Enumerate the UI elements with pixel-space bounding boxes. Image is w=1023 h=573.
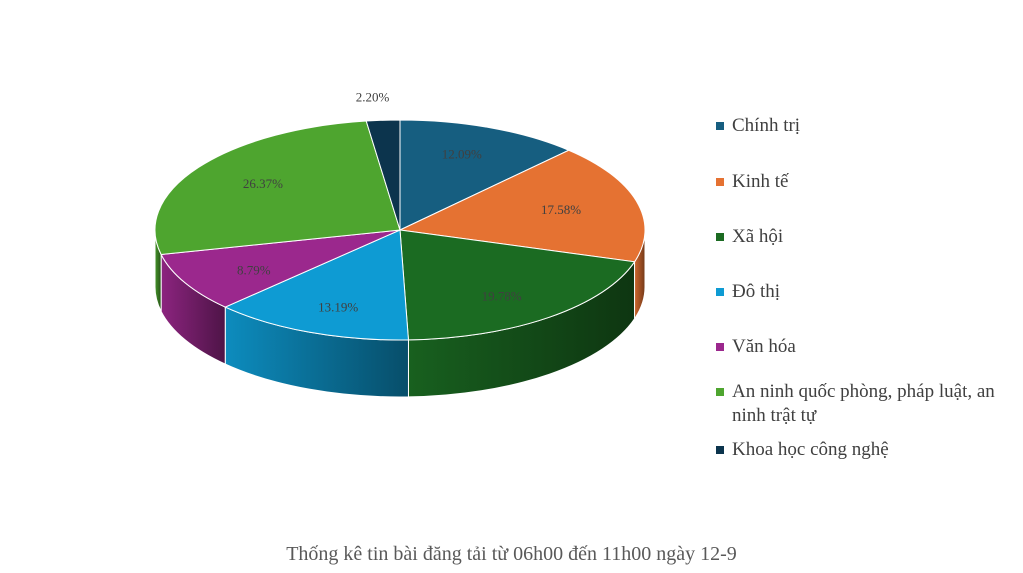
legend-swatch (716, 446, 724, 454)
data-label: 12.09% (442, 146, 482, 161)
data-label: 19.78% (482, 288, 522, 303)
legend-label: An ninh quốc phòng, pháp luật, an ninh t… (732, 381, 995, 426)
legend-label: Đô thị (732, 281, 781, 302)
legend-item: An ninh quốc phòng, pháp luật, an ninh t… (716, 380, 1023, 438)
legend-item: Kinh tế (716, 170, 1023, 225)
legend-label: Chính trị (732, 115, 801, 136)
data-label: 8.79% (237, 263, 271, 278)
data-label: 13.19% (318, 300, 358, 315)
legend-swatch (716, 288, 724, 296)
legend-label: Khoa học công nghệ (732, 439, 889, 460)
pie-slice (224, 229, 410, 341)
legend-label: Xã hội (732, 226, 784, 247)
legend-swatch (716, 343, 724, 351)
legend-item: Văn hóa (716, 335, 1023, 380)
pie-slice (399, 229, 636, 341)
pie-chart: 12.09% 17.58% 19.78% 13.19% 8.79% 26.37% 2.20% (154, 89, 646, 398)
data-label: 17.58% (541, 202, 581, 217)
pie-slice (398, 149, 646, 263)
legend-label: Văn hóa (732, 336, 796, 357)
legend-item: Khoa học công nghệ (716, 438, 1023, 462)
pie-slice (160, 229, 401, 308)
legend-item: Chính trị (716, 114, 1023, 170)
legend: Chính trị Kinh tế Xã hội Đô thị Văn hóa … (716, 114, 1023, 462)
legend-swatch (716, 233, 724, 241)
legend-item: Xã hội (716, 225, 1023, 280)
legend-label: Kinh tế (732, 171, 789, 192)
chart-title: Thống kê tin bài đăng tải từ 06h00 đến 1… (286, 543, 737, 565)
legend-swatch (716, 122, 724, 130)
pie-slice (154, 120, 401, 256)
data-label: 2.20% (356, 89, 390, 104)
legend-swatch (716, 388, 724, 396)
pie-slice (399, 119, 570, 231)
legend-item: Đô thị (716, 280, 1023, 335)
pie-slice (365, 119, 401, 231)
data-label: 26.37% (243, 176, 283, 191)
legend-swatch (716, 178, 724, 186)
